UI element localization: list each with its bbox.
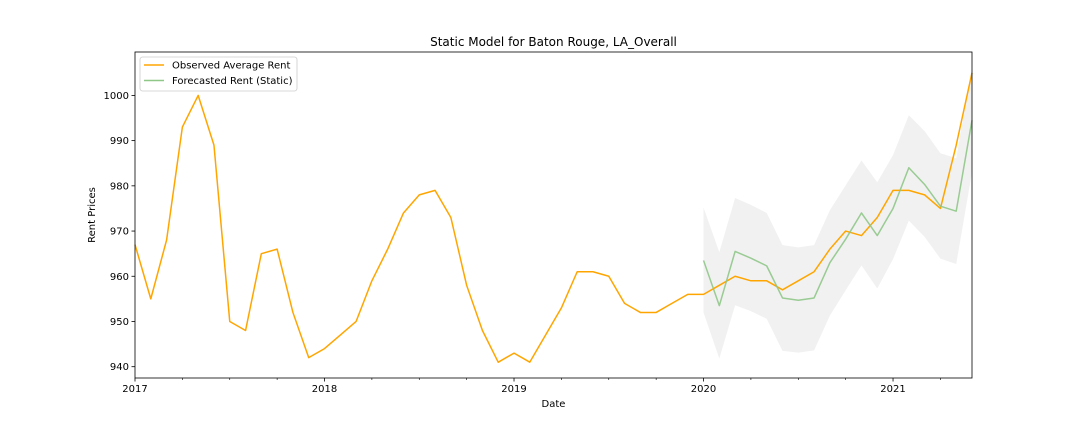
series-line-1	[702, 120, 973, 307]
x-tick-label: 2018	[312, 384, 337, 395]
y-axis-label: Rent Prices	[87, 187, 98, 243]
chart-title: Static Model for Baton Rouge, LA_Overall	[430, 35, 677, 49]
y-tick-label: 1000	[104, 91, 129, 102]
legend-box	[139, 56, 298, 92]
y-tick-label: 980	[110, 181, 129, 192]
y-tick-label: 940	[110, 362, 129, 373]
x-axis-label: Date	[542, 399, 566, 410]
legend-label: Observed Average Rent	[172, 61, 291, 72]
plot-area: 940 950 960 970 980 990 1000 2017 2018 2019 2020 20…	[104, 51, 973, 395]
x-tick-label: 2020	[691, 384, 716, 395]
legend: Observed Average Rent Forecasted Rent (St…	[139, 56, 298, 92]
plot-frame	[134, 51, 973, 379]
confidence-band	[703, 68, 972, 359]
x-tick-label: 2019	[501, 384, 526, 395]
y-tick-label: 960	[110, 272, 129, 283]
y-tick-label: 950	[110, 317, 129, 328]
legend-label: Forecasted Rent (Static)	[172, 76, 293, 87]
y-tick-label: 990	[110, 136, 129, 147]
y-tick-label: 970	[110, 227, 129, 238]
series-line-0	[134, 72, 973, 363]
x-tick-label: 2021	[880, 384, 905, 395]
x-tick-label: 2017	[122, 384, 147, 395]
